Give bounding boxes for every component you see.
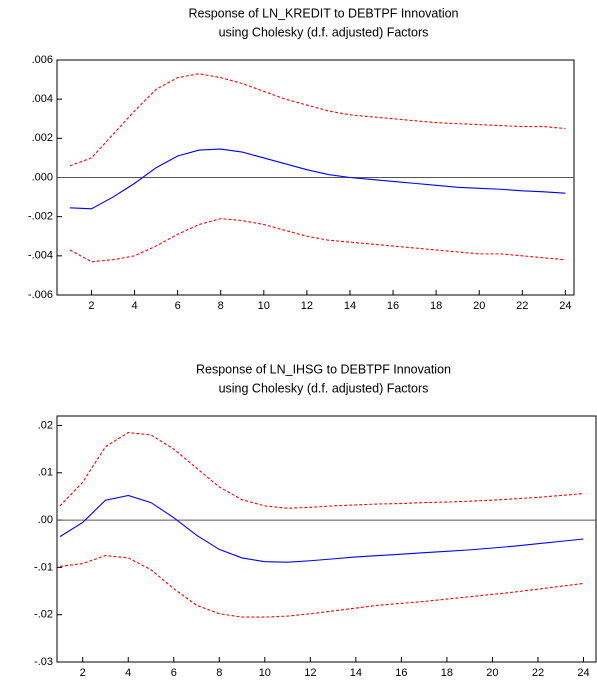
x-tick-label: 2 bbox=[80, 667, 86, 679]
series-line bbox=[69, 73, 566, 167]
x-tick-label: 24 bbox=[559, 300, 571, 312]
x-tick-label: 12 bbox=[301, 300, 313, 312]
x-tick-label: 8 bbox=[216, 667, 222, 679]
x-tick-label: 16 bbox=[387, 300, 399, 312]
x-tick-label: 20 bbox=[486, 667, 498, 679]
x-tick-label: 22 bbox=[532, 667, 544, 679]
chart-subtitle: using Cholesky (d.f. adjusted) Factors bbox=[219, 381, 429, 395]
series-line bbox=[69, 148, 566, 210]
chart-subtitle: using Cholesky (d.f. adjusted) Factors bbox=[219, 25, 429, 39]
x-tick-label: 4 bbox=[125, 667, 131, 679]
x-tick-label: 18 bbox=[430, 300, 442, 312]
y-tick-label: .000 bbox=[32, 171, 53, 183]
plot-frame bbox=[56, 415, 597, 663]
chart-title: Response of LN_IHSG to DEBTPF Innovation bbox=[196, 362, 451, 376]
x-tick-label: 14 bbox=[344, 300, 356, 312]
x-tick-label: 10 bbox=[259, 667, 271, 679]
y-tick-label: .004 bbox=[32, 93, 53, 105]
series-line bbox=[59, 555, 584, 618]
y-tick-label: -.006 bbox=[28, 289, 53, 301]
series-line bbox=[59, 494, 584, 563]
x-tick-label: 12 bbox=[304, 667, 316, 679]
x-tick-label: 24 bbox=[577, 667, 589, 679]
series-line bbox=[59, 431, 584, 509]
y-tick-label: -.02 bbox=[34, 609, 53, 621]
x-tick-label: 14 bbox=[350, 667, 362, 679]
x-tick-label: 6 bbox=[171, 667, 177, 679]
chart-title: Response of LN_KREDIT to DEBTPF Innovati… bbox=[188, 6, 458, 20]
y-tick-label: .006 bbox=[32, 54, 53, 66]
y-tick-label: .00 bbox=[38, 514, 53, 526]
x-tick-label: 16 bbox=[395, 667, 407, 679]
y-tick-label: -.002 bbox=[28, 211, 53, 223]
x-tick-label: 8 bbox=[218, 300, 224, 312]
x-tick-label: 22 bbox=[516, 300, 528, 312]
x-tick-label: 10 bbox=[258, 300, 270, 312]
y-tick-label: -.03 bbox=[34, 656, 53, 668]
x-tick-label: 4 bbox=[131, 300, 137, 312]
y-tick-label: .02 bbox=[38, 419, 53, 431]
y-tick-label: -.004 bbox=[28, 250, 53, 262]
x-tick-label: 6 bbox=[175, 300, 181, 312]
y-tick-label: .002 bbox=[32, 132, 53, 144]
x-tick-label: 20 bbox=[473, 300, 485, 312]
y-tick-label: -.01 bbox=[34, 561, 53, 573]
series-line bbox=[69, 218, 566, 263]
x-tick-label: 18 bbox=[441, 667, 453, 679]
y-tick-label: .01 bbox=[38, 467, 53, 479]
x-tick-label: 2 bbox=[88, 300, 94, 312]
